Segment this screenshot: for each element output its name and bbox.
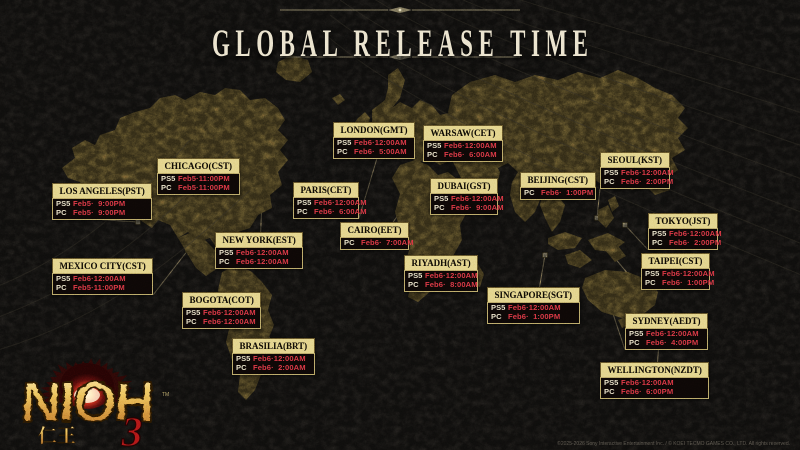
- svg-text:TM: TM: [162, 392, 169, 398]
